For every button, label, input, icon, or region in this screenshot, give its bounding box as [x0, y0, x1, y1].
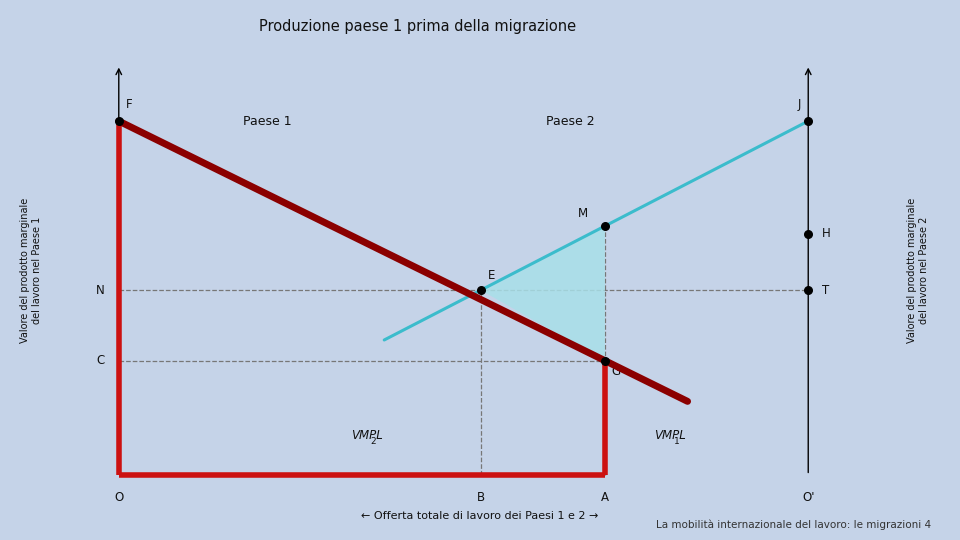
Text: J: J [798, 98, 802, 111]
Text: G: G [612, 364, 621, 377]
Text: O': O' [802, 491, 814, 504]
Text: O: O [114, 491, 124, 504]
Text: Valore del prodotto marginale
del lavoro nel Paese 1: Valore del prodotto marginale del lavoro… [20, 198, 41, 342]
Point [473, 286, 489, 294]
Text: VMPL: VMPL [655, 429, 686, 442]
Point [801, 117, 816, 125]
Text: Valore del prodotto marginale
del lavoro nel Paese 2: Valore del prodotto marginale del lavoro… [907, 198, 928, 342]
Text: 2: 2 [371, 437, 376, 446]
Text: B: B [477, 491, 485, 504]
Text: M: M [578, 207, 588, 220]
Text: A: A [601, 491, 609, 504]
Text: La mobilità internazionale del lavoro: le migrazioni 4: La mobilità internazionale del lavoro: l… [656, 520, 931, 530]
Point [597, 356, 612, 365]
Point [801, 230, 816, 238]
Point [801, 286, 816, 294]
Point [111, 117, 127, 125]
Text: T: T [822, 284, 829, 296]
Text: E: E [488, 269, 495, 282]
Text: F: F [126, 98, 132, 111]
Text: Produzione paese 1 prima della migrazione: Produzione paese 1 prima della migrazion… [259, 19, 576, 34]
Polygon shape [481, 226, 605, 361]
Text: C: C [97, 354, 105, 367]
Text: Paese 1: Paese 1 [243, 114, 292, 127]
Text: Paese 2: Paese 2 [546, 114, 595, 127]
Text: VMPL: VMPL [351, 429, 383, 442]
Text: 1: 1 [674, 437, 680, 446]
Text: N: N [96, 284, 105, 296]
Point [597, 222, 612, 231]
Text: H: H [822, 227, 830, 240]
Text: ← Offerta totale di lavoro dei Paesi 1 e 2 →: ← Offerta totale di lavoro dei Paesi 1 e… [361, 511, 599, 521]
